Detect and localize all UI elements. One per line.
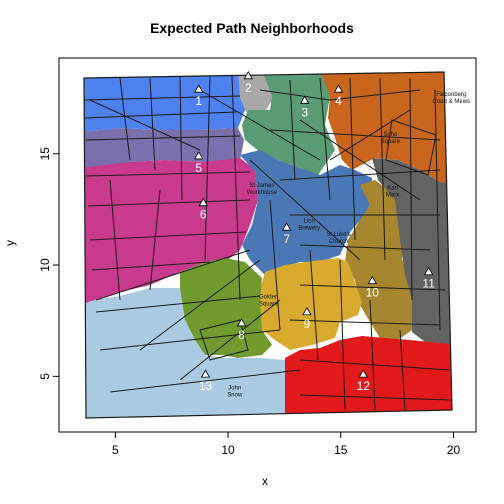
x-tick-label: 10 [221, 443, 235, 457]
pump-label: 13 [199, 379, 213, 393]
landmark-label: Karl Marx [386, 185, 399, 198]
pump-marker [243, 71, 254, 80]
pump-marker [333, 84, 344, 93]
map-outline [83, 71, 453, 419]
region-3 [242, 72, 335, 175]
landmark-label: Lion Brewery [298, 219, 320, 232]
chart-title: Expected Path Neighborhoods [150, 20, 354, 36]
street-network [84, 75, 451, 411]
landmark-label: John Snow [227, 386, 243, 399]
region-10 [345, 180, 412, 340]
region-5 [84, 128, 244, 170]
pump-label: 1 [195, 94, 202, 108]
pump-label: 3 [301, 105, 308, 119]
pump-label: 12 [357, 379, 371, 393]
neighborhood-regions [84, 72, 452, 418]
pump-label: 6 [200, 208, 207, 222]
region-11 [372, 158, 452, 350]
pump-marker [198, 197, 208, 207]
axes: 5 10 15 20 5 10 15 [38, 147, 460, 457]
pump-marker [300, 95, 310, 104]
landmark-label: St Luke's Church [326, 232, 351, 245]
pump-label: 2 [245, 81, 252, 95]
x-tick-label: 5 [112, 443, 119, 457]
pump-label: 9 [304, 317, 311, 331]
region-13 [84, 288, 285, 418]
pump-marker [423, 266, 434, 276]
landmark-label: Golden Square [259, 294, 279, 307]
plot-frame [58, 57, 477, 433]
x-axis-label: x [262, 474, 268, 488]
pump-label: 7 [283, 232, 290, 246]
region-2 [238, 72, 272, 112]
x-tick-label: 20 [447, 443, 461, 457]
landmark-label: Soho Square [381, 132, 401, 145]
landmark-label: St James Workhouse [247, 183, 278, 196]
pump-marker [367, 275, 378, 285]
y-tick-label: 15 [38, 147, 52, 161]
pump-marker [236, 318, 247, 327]
landmark-labels: Falconberg Court & Mews Soho Square St James… [227, 92, 470, 399]
region-9 [258, 258, 362, 350]
y-tick-label: 5 [38, 373, 52, 380]
landmark-label: Falconberg Court & Mews [432, 92, 470, 105]
region-1 [84, 72, 245, 132]
pump-label: 11 [422, 277, 435, 291]
pump-marker [194, 151, 204, 160]
pump-label: 4 [335, 94, 342, 108]
pump-label: 8 [238, 328, 245, 342]
pump-marker [281, 222, 292, 231]
pump-label: 5 [195, 161, 202, 175]
y-tick-label: 10 [38, 258, 52, 272]
pump-marker [194, 84, 204, 93]
pump-label: 10 [366, 286, 380, 300]
x-tick-label: 15 [334, 443, 348, 457]
pump-marker [358, 369, 368, 378]
pump-marker [302, 306, 312, 316]
pump-marker [200, 369, 211, 378]
